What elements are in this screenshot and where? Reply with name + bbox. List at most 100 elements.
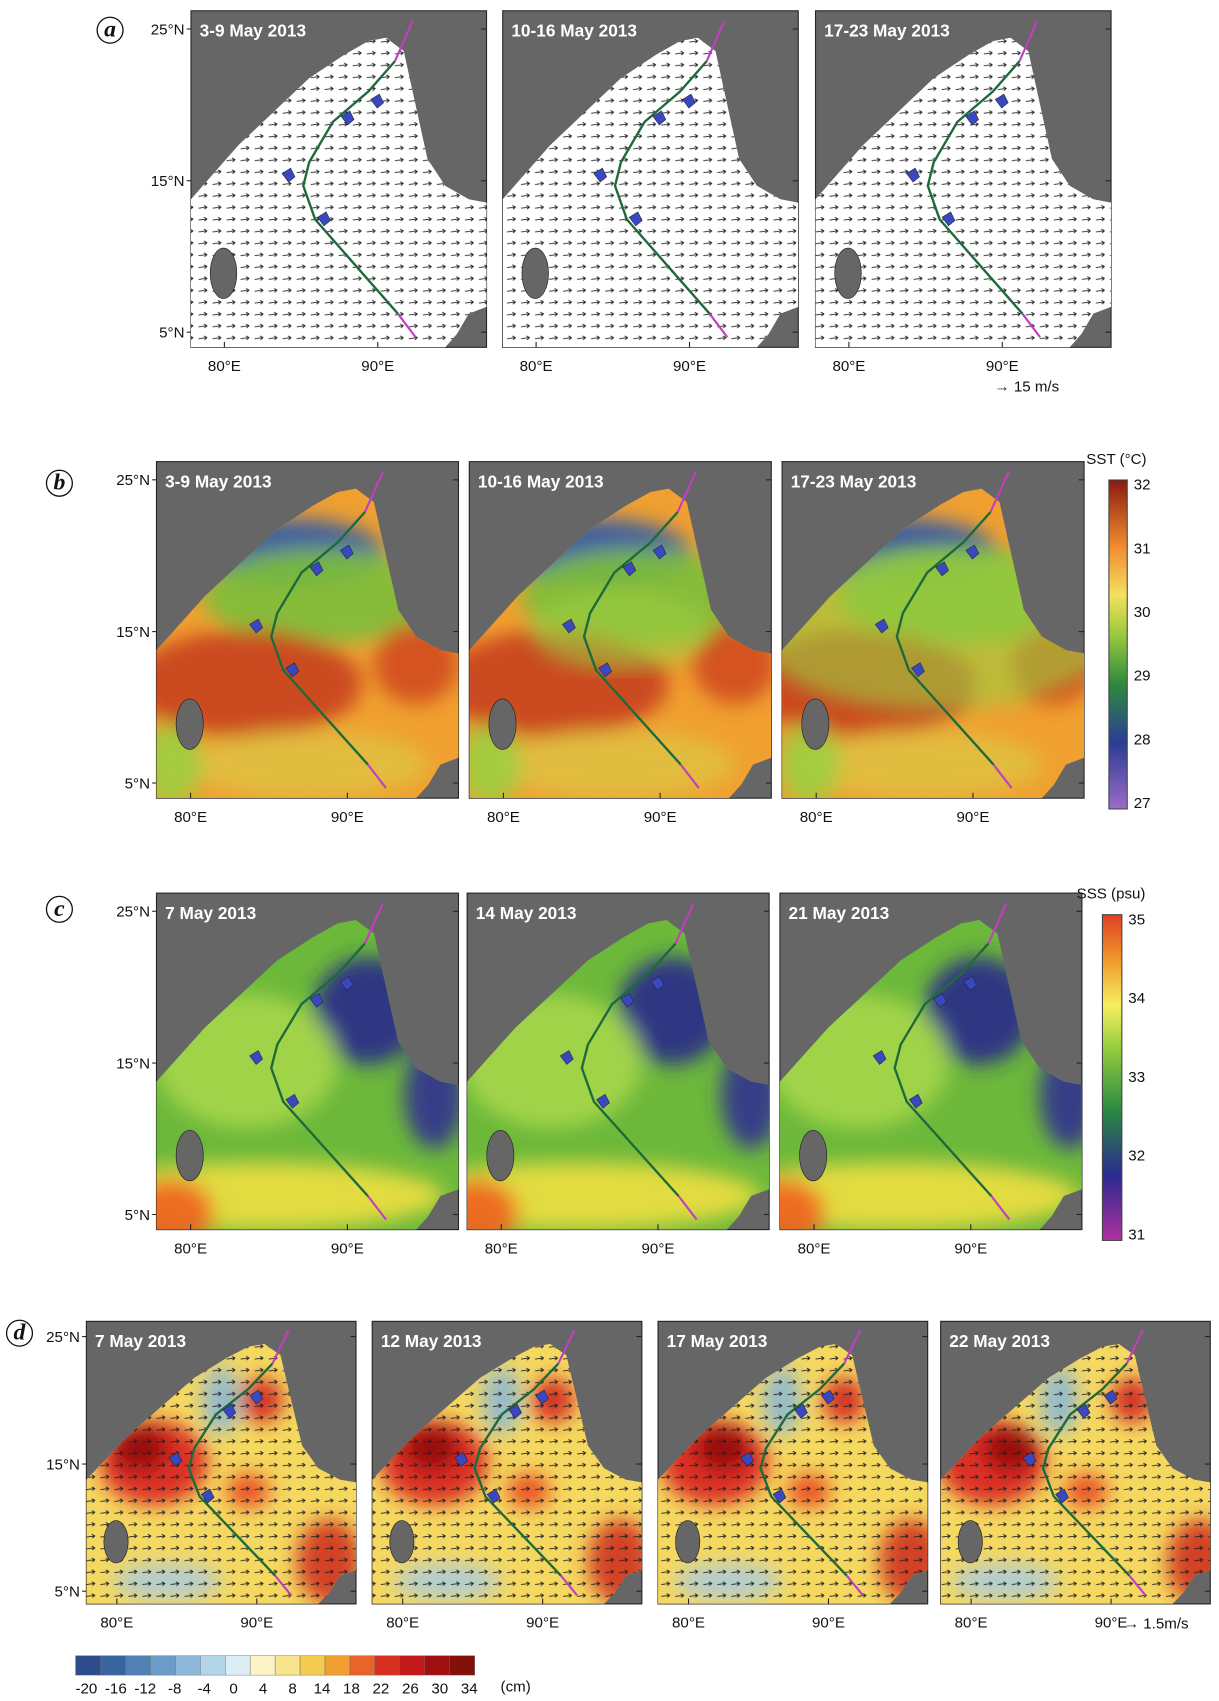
argo-marker [309, 992, 324, 1008]
argo-marker [200, 1488, 215, 1504]
x-tick-label: 80°E [487, 809, 520, 826]
map-panel: 21 May 2013 [779, 892, 1083, 1231]
colorbar [1108, 479, 1128, 810]
argo-marker [1022, 1451, 1037, 1467]
field-blob [779, 1179, 826, 1230]
colorbar-tick-label: 28 [1134, 731, 1151, 748]
track-start [557, 1329, 576, 1365]
track [580, 942, 680, 1197]
x-tick-label: 80°E [386, 1615, 419, 1632]
colorbar-cell [399, 1655, 426, 1676]
track-start [676, 471, 697, 513]
panel-label: d [14, 1320, 27, 1346]
colorbar-tick-label: 31 [1128, 1226, 1145, 1243]
argo-marker [249, 618, 263, 634]
track [1041, 1362, 1131, 1577]
track-end [1128, 1574, 1147, 1597]
argo-marker [168, 1451, 183, 1467]
field-blob [779, 1162, 1079, 1230]
sri-lanka [209, 247, 238, 299]
x-tick-label: 90°E [331, 809, 364, 826]
sri-lanka [175, 1130, 204, 1182]
field-blob [156, 1179, 214, 1230]
track-end [560, 1574, 578, 1597]
scale-note: → 1.5m/s [1124, 1616, 1189, 1633]
scale-note: → 15 m/s [995, 379, 1060, 396]
panel-label-ring [45, 469, 73, 497]
argo-marker [535, 1389, 549, 1405]
x-tick-label: 80°E [520, 358, 553, 375]
y-tick-label: 15°N [46, 1456, 80, 1473]
field-blob [800, 730, 1042, 799]
x-tick-label: 80°E [800, 809, 833, 826]
colorbar-tick-label: 34 [1128, 990, 1145, 1007]
argo-marker [281, 167, 296, 183]
colorbar [1101, 914, 1123, 1241]
map-panel: 10-16 May 2013 [502, 10, 799, 348]
sri-lanka [799, 1130, 828, 1182]
x-tick-label: 90°E [642, 1240, 675, 1257]
y-tick-label: 25°N [151, 21, 185, 38]
argo-marker [650, 976, 665, 991]
x-tick-label: 80°E [208, 358, 241, 375]
y-tick-label: 5°N [125, 1207, 150, 1224]
y-tick-label: 5°N [125, 775, 150, 792]
y-tick-label: 25°N [46, 1329, 80, 1346]
map-panel: 10-16 May 2013 [468, 461, 772, 799]
colorbar-tick-label: 14 [314, 1680, 331, 1697]
sri-lanka [389, 1520, 415, 1564]
y-tick-label: 15°N [116, 1055, 150, 1072]
sri-lanka [675, 1520, 701, 1564]
track-end [990, 1195, 1011, 1221]
sri-lanka [486, 1130, 515, 1182]
panel-label: b [53, 470, 65, 496]
colorbar-title: SSS (psu) [1077, 885, 1146, 902]
track-start [363, 471, 384, 513]
y-tick-label: 5°N [159, 325, 184, 342]
argo-marker [598, 662, 612, 678]
colorbar-tick-label: 30 [431, 1680, 448, 1697]
colorbar-cell [424, 1655, 450, 1676]
argo-marker [559, 1050, 574, 1065]
map-panel: 7 May 2013 [155, 892, 460, 1231]
argo-marker [740, 1451, 754, 1467]
track-start [1018, 20, 1039, 62]
argo-marker [340, 110, 355, 126]
colorbar-tick-label: -16 [105, 1680, 127, 1697]
colorbar-tick-label: 30 [1134, 604, 1151, 621]
colorbar-tick-label: -12 [134, 1680, 156, 1697]
track-start [271, 1329, 290, 1365]
panel-label-ring [96, 16, 124, 44]
sri-lanka [834, 247, 862, 299]
colorbar-tick-label: 32 [1134, 477, 1151, 494]
colorbar-tick-label: 0 [229, 1680, 237, 1697]
map-panel: 12 May 2013 [371, 1320, 643, 1605]
map-panel: 22 May 2013 [940, 1320, 1211, 1605]
argo-marker [994, 93, 1009, 109]
argo-marker [339, 976, 354, 991]
argo-marker [249, 1050, 263, 1065]
track-end [992, 763, 1013, 789]
colorbar-cell [175, 1655, 201, 1676]
track-start [843, 1329, 862, 1365]
argo-marker [908, 1093, 923, 1109]
sri-lanka [521, 247, 549, 299]
map-panel: 14 May 2013 [466, 892, 770, 1231]
x-tick-label: 90°E [240, 1615, 273, 1632]
track [759, 1362, 848, 1577]
argo-marker [652, 110, 667, 126]
colorbar-tick-label: -8 [168, 1680, 181, 1697]
x-tick-label: 80°E [798, 1240, 831, 1257]
argo-marker [794, 1403, 808, 1419]
track-start [393, 20, 414, 62]
track-end [397, 313, 417, 338]
x-tick-label: 90°E [812, 1615, 845, 1632]
colorbar-cell [125, 1655, 151, 1676]
argo-marker [593, 167, 608, 183]
track-end [1021, 313, 1041, 338]
argo-marker [911, 662, 925, 678]
argo-marker [935, 561, 949, 577]
argo-marker [486, 1488, 501, 1504]
colorbar-cell [274, 1655, 301, 1676]
